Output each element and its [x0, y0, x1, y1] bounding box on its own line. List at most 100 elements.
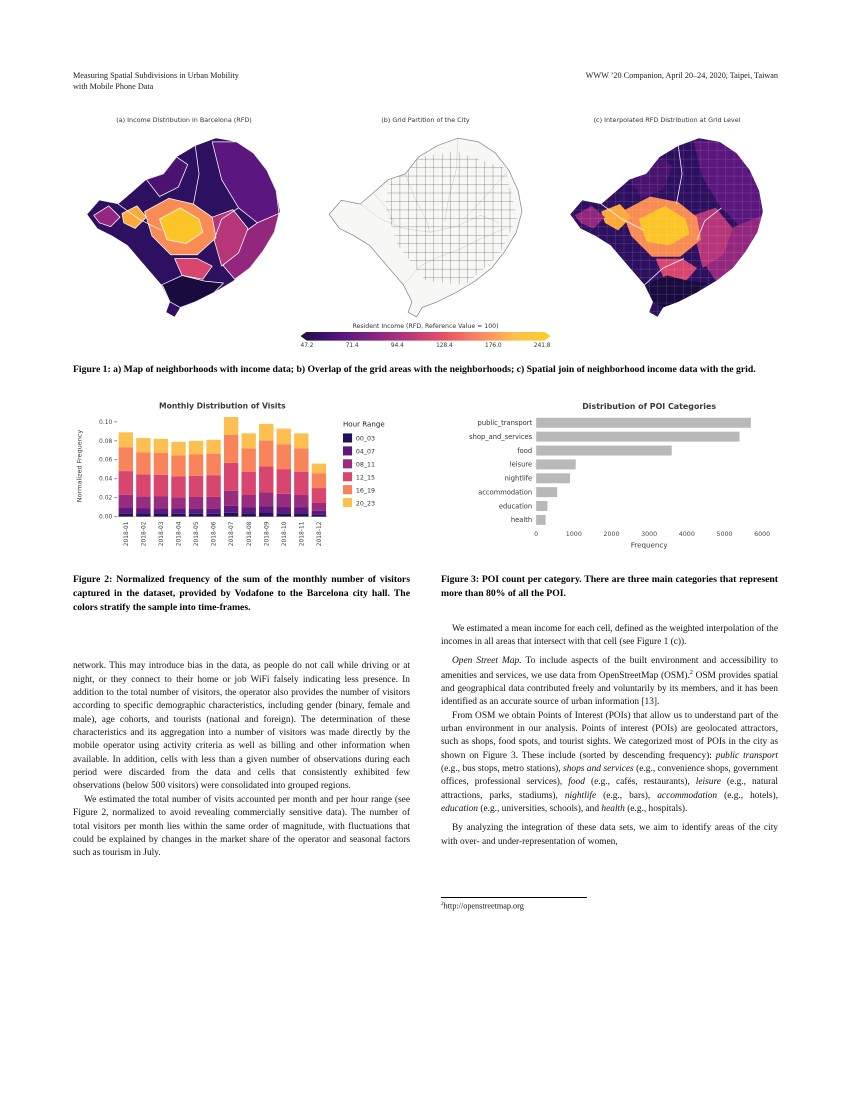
figure-2-caption: Figure 2: Normalized frequency of the su… [73, 574, 410, 613]
x-tick-label: 6000 [754, 531, 770, 538]
panel-c-title: (c) Interpolated RFD Distribution at Gri… [593, 116, 741, 125]
x-tick-label: 2018-01 [123, 522, 130, 547]
poi-bar [536, 459, 576, 470]
bar-segment [171, 497, 186, 509]
legend-label: 00_03 [356, 436, 375, 443]
bar-segment [241, 513, 256, 518]
bar-segment [311, 503, 327, 512]
bar-segment [294, 513, 309, 518]
bar-segment [171, 508, 186, 515]
bar-segment [311, 515, 327, 518]
x-tick-label: 2018-05 [193, 522, 200, 547]
legend-swatch [342, 498, 353, 508]
bar-segment [241, 495, 256, 508]
header-title-line2: with Mobile Phone Data [73, 82, 154, 92]
bar-segment [206, 514, 221, 518]
bar-segment [276, 494, 291, 508]
bar-segment [171, 514, 186, 518]
bar-segment [118, 471, 134, 496]
bar-segment [188, 497, 204, 509]
y-tick-label: 0.10 [99, 419, 112, 426]
bar-segment [241, 448, 256, 473]
interpolated-map-svg [570, 138, 763, 318]
x-tick-label: 2018-07 [228, 522, 235, 547]
legend-label: 16_19 [356, 488, 375, 495]
x-tick-label: 2018-10 [281, 522, 288, 547]
left-column-body: network. This may introduce bias in the … [73, 660, 410, 860]
x-tick-label: 4000 [679, 531, 695, 538]
bar-segment [206, 454, 221, 476]
bar-segment [311, 511, 327, 516]
footnote-marker: 2 [441, 901, 444, 908]
poi-bar [536, 501, 548, 512]
bar-segment [118, 513, 134, 518]
bar-segment [188, 476, 204, 498]
x-tick-label: 2018-06 [211, 522, 218, 547]
colorbar-tick-label: 71.4 [345, 342, 359, 349]
figure-1: (a) Income Distribution in Barcelona (RF… [73, 116, 778, 376]
grid-map-svg [328, 137, 522, 318]
bar-segment [153, 508, 169, 514]
poi-bar [536, 473, 571, 484]
bar-segment [259, 506, 274, 514]
x-tick-label: 3000 [641, 531, 657, 538]
running-header: Measuring Spatial Subdivisions in Urban … [73, 70, 778, 92]
bar-segment [188, 441, 204, 455]
bar-segment [259, 513, 274, 518]
colorbar-ticks: 47.2 71.4 94.4 128.4 176.0 241.8 [301, 343, 551, 349]
bar-segment [153, 513, 169, 518]
legend-label: 08_11 [356, 462, 375, 469]
bar-segment [171, 455, 186, 477]
bar-segment [136, 513, 151, 518]
income-colorbar: Resident Income (RFD, Reference Value = … [300, 322, 551, 349]
colorbar-gradient [300, 331, 551, 341]
colorbar-title: Resident Income (RFD, Reference Value = … [352, 322, 499, 330]
category-label: health [511, 517, 532, 525]
bar-segment [223, 435, 239, 464]
bar-segment [188, 508, 204, 515]
x-tick-label: 2000 [603, 531, 619, 538]
footnote-rule [441, 897, 587, 899]
bar-segment [223, 506, 239, 514]
bar-segment [311, 473, 327, 489]
bar-segment [276, 429, 291, 445]
legend-swatch [342, 433, 353, 443]
category-label: shop_and_services [469, 433, 533, 441]
category-label: public_transport [478, 419, 533, 427]
colorbar-tick-label: 176.0 [485, 342, 502, 349]
legend-label: 12_15 [356, 475, 375, 482]
footnote-link[interactable]: http://openstreetmap.org [443, 901, 524, 911]
legend-swatch [342, 485, 353, 495]
bar-segment [136, 438, 151, 453]
category-label: nightlife [505, 475, 533, 483]
bar-segment [188, 514, 204, 518]
colorbar-tick-label: 241.8 [533, 342, 551, 349]
category-label: food [517, 447, 532, 455]
bar-segment [136, 496, 151, 509]
body-paragraph: Open Street Map. To include aspects of t… [441, 656, 778, 708]
panel-b-title: (b) Grid Partition of the City [381, 116, 470, 125]
panel-a-title: (a) Income Distribution in Barcelona (RF… [116, 116, 252, 125]
figure-1-panel-c: (c) Interpolated RFD Distribution at Gri… [556, 116, 778, 323]
body-paragraph: From OSM we obtain Points of Interest (P… [441, 710, 778, 815]
legend-title: Hour Range [343, 420, 385, 429]
left-column: Monthly Distribution of Visits 0.00 0.02 0.… [73, 398, 410, 910]
bar-segment [259, 440, 274, 467]
figure-1-panel-a: (a) Income Distribution in Barcelona (RF… [73, 116, 295, 323]
poi-bar [536, 445, 672, 456]
bar-segment [206, 508, 221, 515]
y-tick-label: 0.00 [99, 514, 112, 521]
legend-swatch [342, 446, 353, 456]
x-axis-label: Frequency [631, 541, 668, 550]
y-tick-label: 0.02 [99, 495, 112, 502]
bar-segment [136, 452, 151, 475]
x-tick-label: 2018-12 [316, 522, 323, 547]
bar-segment [153, 475, 169, 497]
x-tick-label: 1000 [566, 531, 582, 538]
bar-segment [223, 463, 239, 492]
bar-segment [259, 492, 274, 507]
x-tick-label: 2018-08 [246, 522, 253, 547]
bar-segment [276, 507, 291, 514]
bar-segment [294, 433, 309, 449]
bar-segment [223, 417, 239, 436]
